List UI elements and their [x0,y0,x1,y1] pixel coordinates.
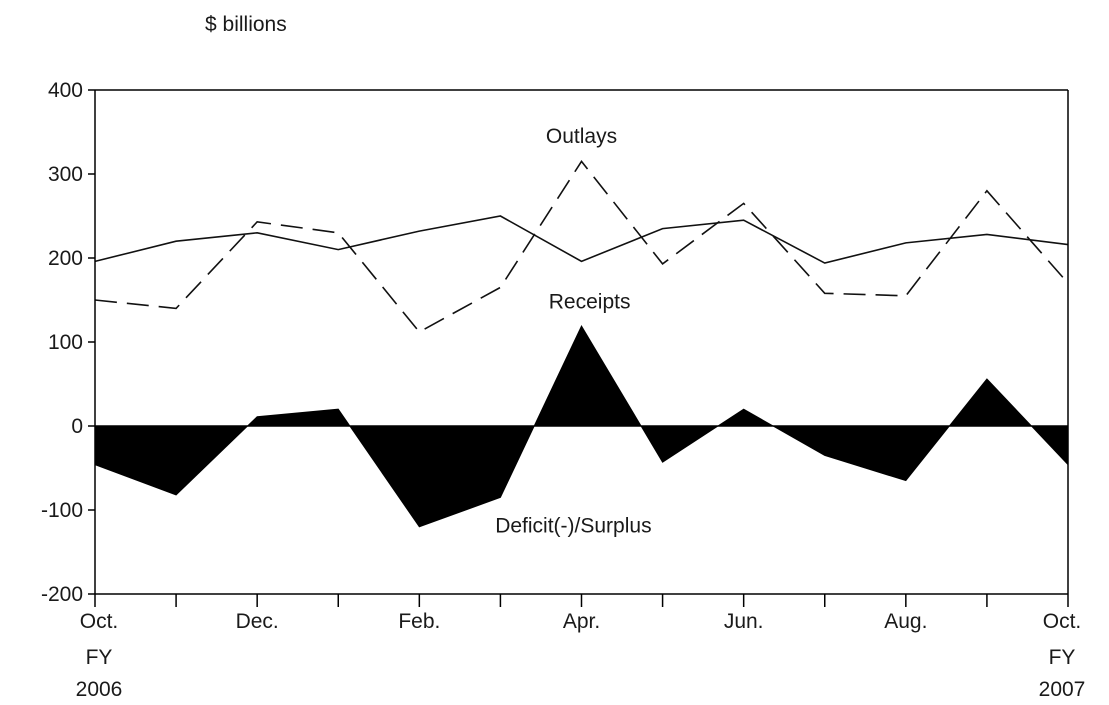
x-tick-label: Feb. [398,610,440,633]
fy-year-label: 2006 [76,678,123,700]
y-tick-label: 100 [48,331,83,354]
series-annotation: Deficit(-)/Surplus [495,515,651,538]
x-tick-label: Aug. [884,610,927,633]
y-tick-label: 400 [48,79,83,102]
x-tick-label: Dec. [236,610,279,633]
series-annotation: Outlays [546,125,617,148]
series-annotation: Receipts [549,290,631,313]
x-tick-label: Oct. [1043,610,1082,633]
x-tick-label: Oct. [80,610,119,633]
fy-label: FY [86,646,113,669]
y-tick-label: 300 [48,163,83,186]
x-tick-label: Jun. [724,610,764,633]
y-tick-label: 0 [71,415,83,438]
outlays-line [94,215,1069,264]
fy-year-label: 2007 [1039,678,1086,700]
unit-label: $ billions [205,13,287,36]
fy-label: FY [1049,646,1076,669]
plot-area [94,160,1069,528]
annotations: Outlays Receipts Deficit(-)/Surplus [495,125,651,538]
x-tick-label: Apr. [563,610,600,633]
receipts-line [94,160,1069,333]
y-tick-label: 200 [48,247,83,270]
x-axis: Oct. Dec. Feb. Apr. Jun. Aug. Oct. FY 2006 FY 2007 [76,593,1086,701]
y-axis: 400 300 200 100 0 -100 -200 [41,79,1069,606]
y-tick-label: -100 [41,499,83,522]
y-tick-label: -200 [41,583,83,606]
